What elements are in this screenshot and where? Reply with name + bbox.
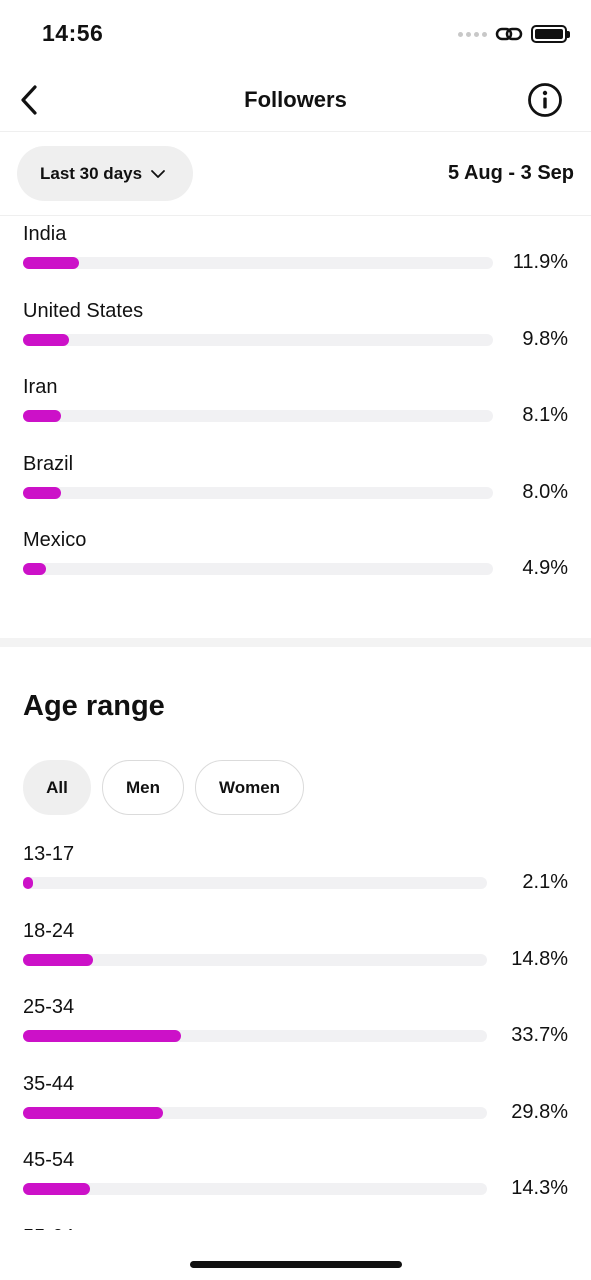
battery-icon bbox=[531, 25, 570, 43]
age-value: 2.1% bbox=[522, 871, 568, 893]
location-row: Iran 8.1% bbox=[23, 376, 568, 436]
gender-filter-chips: All Men Women bbox=[23, 760, 304, 815]
age-bar-track bbox=[23, 1106, 487, 1119]
age-bar-fill bbox=[23, 953, 93, 966]
age-row: 45-54 14.3% bbox=[23, 1149, 568, 1209]
chip-women[interactable]: Women bbox=[195, 760, 304, 815]
location-row: United States 9.8% bbox=[23, 300, 568, 360]
location-bar-track bbox=[23, 563, 493, 575]
age-value: 14.8% bbox=[511, 947, 568, 970]
chip-men[interactable]: Men bbox=[102, 760, 184, 815]
location-label: Mexico bbox=[23, 529, 87, 551]
age-bar-fill bbox=[23, 1030, 181, 1042]
chevron-left-icon bbox=[21, 85, 37, 115]
age-row: 13-17 2.1% bbox=[23, 843, 568, 903]
chip-all[interactable]: All bbox=[23, 760, 91, 815]
location-bar-track bbox=[23, 410, 493, 422]
location-value: 11.9% bbox=[512, 251, 568, 273]
location-label: Iran bbox=[23, 376, 58, 398]
signal-icon bbox=[458, 31, 487, 37]
location-row: Brazil 8.0% bbox=[23, 453, 568, 513]
age-bar-track bbox=[23, 877, 487, 889]
age-label: 55-64 bbox=[23, 1226, 74, 1231]
location-bar-fill bbox=[23, 410, 61, 422]
age-bar-track bbox=[23, 953, 487, 966]
age-range-list: 13-17 2.1% 18-24 14.8% 25-34 33.7% 35-44 29.8% 4… bbox=[0, 840, 591, 1230]
age-value: 33.7% bbox=[511, 1024, 568, 1046]
location-label: United States bbox=[23, 299, 144, 322]
location-bar-track bbox=[23, 257, 493, 269]
age-label: 25-34 bbox=[23, 996, 75, 1018]
age-label: 13-17 bbox=[23, 843, 75, 865]
status-time: 14:56 bbox=[42, 20, 104, 46]
nav-header: Followers bbox=[0, 70, 591, 132]
location-bar-fill bbox=[23, 486, 61, 499]
status-bar: 14:56 bbox=[0, 0, 591, 70]
location-label: India bbox=[23, 223, 67, 245]
location-bar-track bbox=[23, 486, 493, 499]
age-range-title: Age range bbox=[23, 690, 165, 722]
date-range-dropdown[interactable]: Last 30 days bbox=[17, 146, 193, 201]
section-divider bbox=[0, 638, 591, 647]
filter-row: Last 30 days 5 Aug - 3 Sep bbox=[0, 132, 591, 216]
age-row: 35-44 29.8% bbox=[23, 1073, 568, 1133]
age-label: 45-54 bbox=[23, 1149, 75, 1171]
age-row: 55-64 bbox=[23, 1226, 568, 1231]
location-value: 8.0% bbox=[522, 480, 568, 503]
link-icon bbox=[495, 27, 523, 41]
location-bar-fill bbox=[23, 563, 46, 575]
home-indicator bbox=[190, 1261, 402, 1268]
date-range-dropdown-label: Last 30 days bbox=[40, 163, 143, 183]
age-row: 18-24 14.8% bbox=[23, 920, 568, 980]
location-bar-fill bbox=[23, 257, 79, 269]
location-bar-fill bbox=[23, 333, 69, 346]
info-icon[interactable] bbox=[527, 82, 563, 118]
age-row: 25-34 33.7% bbox=[23, 996, 568, 1056]
page-title: Followers bbox=[244, 87, 347, 112]
age-label: 35-44 bbox=[23, 1072, 75, 1095]
age-value: 14.3% bbox=[511, 1177, 568, 1199]
age-bar-track bbox=[23, 1030, 487, 1042]
location-value: 8.1% bbox=[522, 404, 568, 426]
location-bar-track bbox=[23, 333, 493, 346]
location-value: 9.8% bbox=[522, 327, 568, 350]
location-label: Brazil bbox=[23, 452, 74, 475]
age-value: 29.8% bbox=[511, 1100, 568, 1123]
age-bar-fill bbox=[23, 1106, 163, 1119]
location-value: 4.9% bbox=[522, 557, 568, 579]
chevron-down-icon bbox=[151, 169, 165, 178]
location-row: Mexico 4.9% bbox=[23, 529, 568, 589]
age-bar-fill bbox=[23, 877, 33, 889]
status-icons bbox=[458, 24, 570, 44]
age-label: 18-24 bbox=[23, 919, 75, 942]
date-range-text: 5 Aug - 3 Sep bbox=[448, 162, 574, 184]
location-row: India 11.9% bbox=[23, 223, 568, 283]
age-bar-fill bbox=[23, 1183, 90, 1195]
back-button[interactable] bbox=[14, 83, 44, 117]
age-bar-track bbox=[23, 1183, 487, 1195]
